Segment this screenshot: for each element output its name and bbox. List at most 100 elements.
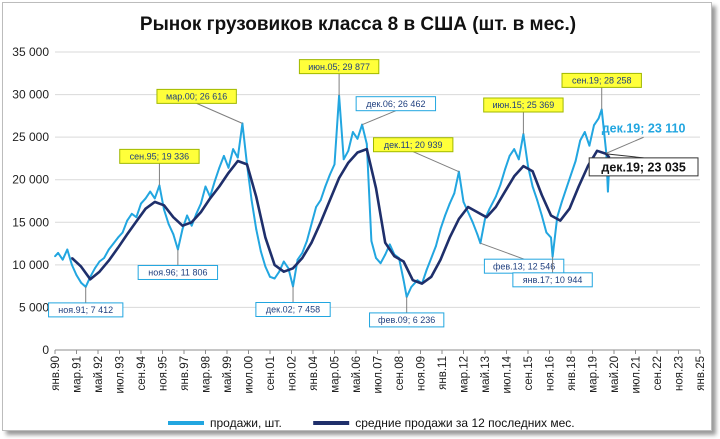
sales-data-point — [430, 257, 433, 259]
callout-text: мар.00; 26 616 — [166, 92, 227, 102]
sales-data-point — [103, 257, 105, 259]
sales-data-point — [388, 243, 391, 246]
average-data-point — [135, 220, 138, 223]
average-data-point — [559, 219, 562, 222]
y-tick-label: 30 000 — [12, 88, 49, 102]
sales-data-point — [315, 206, 317, 208]
sales-data-point — [278, 270, 281, 273]
sales-data-point — [71, 264, 73, 266]
sales-data-point — [536, 199, 539, 202]
sales-data-point — [195, 212, 198, 215]
average-data-point — [144, 207, 147, 210]
sales-data-point — [75, 274, 78, 276]
sales-data-point — [574, 160, 577, 162]
callout-text: ноя.96; 11 806 — [148, 268, 207, 278]
callout-text: дек.06; 26 462 — [366, 99, 425, 109]
legend-label: средние продажи за 12 последних мес. — [355, 416, 574, 430]
x-tick-label: май.20 — [609, 356, 621, 393]
x-tick-label: янв.90 — [50, 356, 62, 391]
callout-box — [156, 88, 237, 104]
average-data-point — [439, 258, 442, 261]
average-data-point — [540, 194, 543, 196]
sales-data-point — [540, 214, 543, 217]
data-label: фев.09; 6 236 — [369, 296, 445, 328]
sales-data-point — [607, 190, 609, 193]
sales-data-point — [527, 165, 529, 168]
sales-data-point — [570, 173, 572, 176]
sales-data-point — [319, 199, 322, 202]
data-label: дек.19; 23 110 — [602, 122, 685, 154]
sales-data-point — [444, 214, 446, 217]
average-data-point — [292, 267, 294, 270]
x-tick-label: сен.94 — [136, 355, 148, 390]
sales-data-point — [453, 192, 456, 195]
average-data-point — [153, 201, 156, 203]
sales-data-point — [149, 190, 152, 193]
average-data-point — [273, 264, 276, 266]
sales-data-point — [402, 279, 405, 282]
x-tick-label: май.92 — [93, 356, 105, 393]
average-data-point — [494, 206, 497, 208]
average-data-point — [393, 255, 396, 258]
sales-data-point — [57, 252, 59, 254]
sales-data-point — [126, 219, 129, 222]
sales-data-point — [112, 242, 115, 245]
chart-title: Рынок грузовиков класса 8 в США (шт. в м… — [140, 14, 576, 35]
average-data-point — [338, 177, 340, 179]
sales-data-point — [462, 201, 465, 203]
sales-data-point — [513, 148, 516, 151]
sales-data-point — [296, 258, 299, 261]
average-data-point — [80, 265, 82, 268]
x-tick-label: июл.00 — [244, 356, 256, 394]
sales-data-point — [347, 149, 350, 152]
x-tick-label: янв.11 — [437, 356, 449, 390]
average-data-point — [319, 221, 322, 224]
average-data-point — [181, 224, 184, 227]
sales-data-point — [593, 124, 595, 127]
average-data-point — [504, 190, 506, 193]
sales-data-point — [172, 233, 175, 236]
x-tick-label: мар.91 — [72, 356, 84, 393]
average-data-point — [190, 221, 193, 224]
callout-box — [561, 72, 642, 88]
average-data-point — [255, 195, 258, 198]
sales-data-point — [448, 202, 451, 205]
sales-data-point — [54, 255, 56, 258]
average-data-point — [568, 207, 571, 210]
x-tick-label: ноя.09 — [416, 356, 428, 391]
callout-text: дек.19; 23 035 — [601, 160, 685, 174]
annotations-layer: ноя.91; 7 412 сен.95; 19 336 ноя.96; 11 80… — [48, 59, 699, 328]
x-tick-label: сен.01 — [265, 356, 277, 390]
average-data-point — [227, 172, 230, 174]
data-label: сен.19; 28 258 — [561, 72, 642, 110]
average-data-point — [375, 187, 377, 190]
callout-line — [606, 153, 644, 159]
average-data-point — [365, 148, 368, 151]
sales-data-point — [153, 197, 156, 200]
sales-data-point — [140, 202, 142, 205]
callout-text: дек.11; 20 939 — [384, 140, 443, 150]
sales-data-point — [560, 201, 563, 203]
sales-data-point — [61, 258, 64, 261]
average-data-point — [163, 204, 165, 207]
x-tick-label: мар.98 — [201, 356, 213, 393]
average-data-point — [246, 163, 248, 166]
average-data-point — [236, 160, 239, 162]
data-label: июн.05; 29 877 — [298, 59, 380, 96]
callout-box — [588, 157, 699, 177]
average-data-point — [421, 282, 423, 285]
sales-data-point — [324, 185, 327, 188]
x-tick-label: июл.93 — [115, 356, 127, 394]
average-series-line — [71, 147, 611, 285]
x-tick-label: сен.08 — [394, 356, 406, 390]
x-tick-label: мар.19 — [588, 356, 600, 393]
callout-text: янв.17; 10 944 — [523, 275, 583, 285]
callout-text: фев.09; 6 236 — [378, 315, 435, 325]
average-data-point — [71, 257, 73, 259]
average-data-point — [411, 279, 414, 282]
data-label: дек.06; 26 462 — [355, 96, 437, 126]
x-tick-label: июл.21 — [631, 356, 643, 394]
sales-data-point — [439, 228, 442, 231]
callout-box — [119, 148, 200, 164]
sales-data-point — [250, 199, 253, 202]
